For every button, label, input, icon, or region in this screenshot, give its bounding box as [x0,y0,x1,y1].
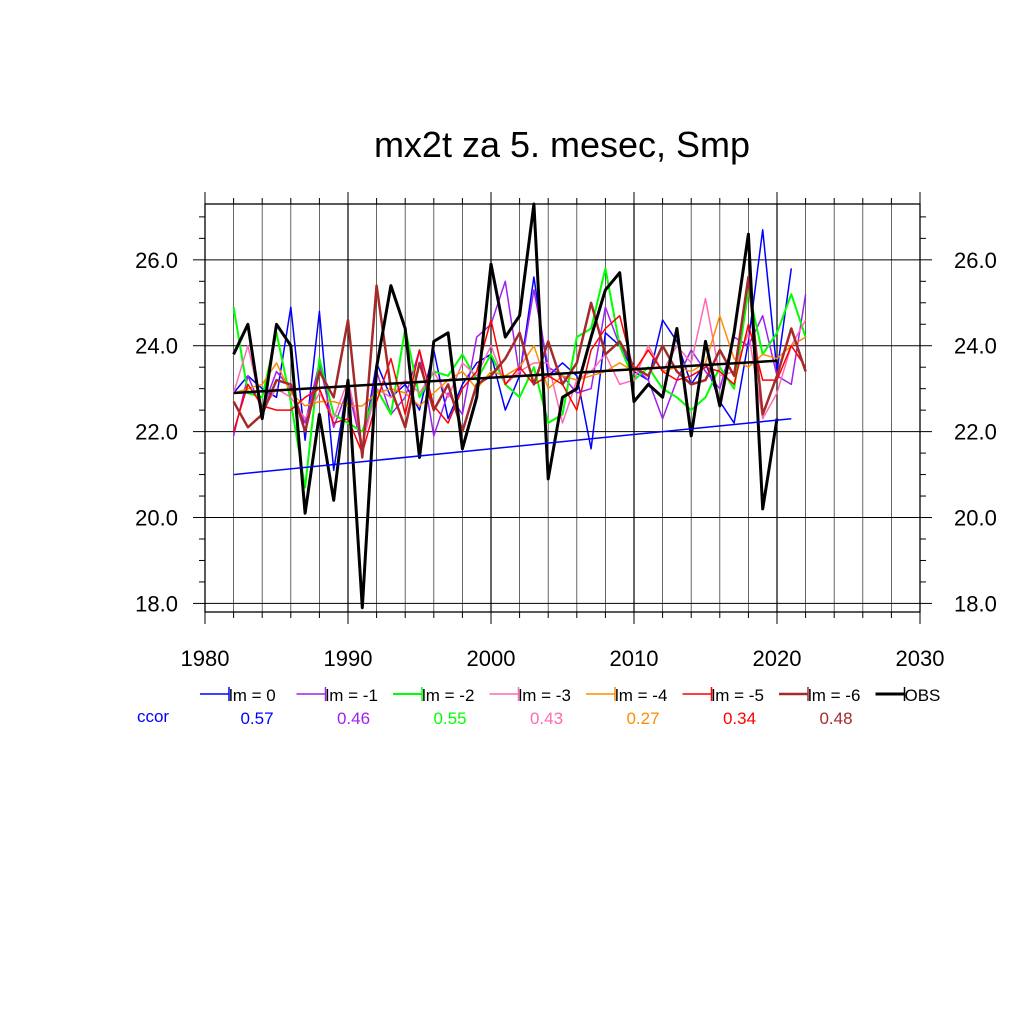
y-tick-label-right: 20.0 [954,506,997,531]
ccor-value-4: 0.43 [530,709,563,728]
ccor-value-3: 0.55 [433,709,466,728]
ccor-value-7: 0.48 [819,709,852,728]
y-tick-label-left: 24.0 [135,334,178,359]
axes: 18.0 18.0 20.0 20.0 22.0 22.0 24.0 24.0 26.0 26.0… [135,192,997,671]
x-tick-label: 2000 [467,646,516,671]
y-tick-label-left: 20.0 [135,506,178,531]
legend-label-2: lm = -1 [326,686,378,705]
x-tick-label: 2010 [610,646,659,671]
y-tick-label-right: 26.0 [954,248,997,273]
series-line-7 [232,275,807,459]
legend-label-6: lm = -5 [712,686,764,705]
ccor-value-1: 0.57 [240,709,273,728]
plot-series [232,202,807,610]
y-tick-label-left: 18.0 [135,591,178,616]
x-tick-label: 2020 [753,646,802,671]
legend-label-7: lm = -6 [808,686,860,705]
grid [205,204,920,612]
x-tick-label: 2030 [896,646,945,671]
legend-label-8: OBS [905,686,941,705]
legend-label-1: lm = 0 [229,686,276,705]
trend-line-1 [233,417,792,476]
series-line-3 [232,267,807,489]
legend-label-3: lm = -2 [422,686,474,705]
ccor-value-6: 0.34 [723,709,756,728]
plot-frame [204,203,921,613]
y-tick-label-left: 26.0 [135,248,178,273]
x-tick-label: 1980 [181,646,230,671]
trend-line-2 [233,359,778,395]
ccor-value-5: 0.27 [626,709,659,728]
y-tick-label-right: 18.0 [954,591,997,616]
legend-label-5: lm = -4 [615,686,667,705]
y-tick-label-right: 24.0 [954,334,997,359]
ccor-value-2: 0.46 [337,709,370,728]
legend: ccor lm = 0 0.57 lm = -1 0.46 lm = -2 0.55 lm =… [137,686,940,728]
legend-label-4: lm = -3 [519,686,571,705]
y-tick-label-right: 22.0 [954,420,997,445]
chart-title: mx2t za 5. mesec, Smp [374,124,750,165]
ccor-label: ccor [137,707,169,726]
series-line-8 [232,202,779,610]
y-tick-label-left: 22.0 [135,420,178,445]
series-line-1 [233,229,793,472]
x-tick-label: 1990 [324,646,373,671]
plot-border [204,203,921,613]
